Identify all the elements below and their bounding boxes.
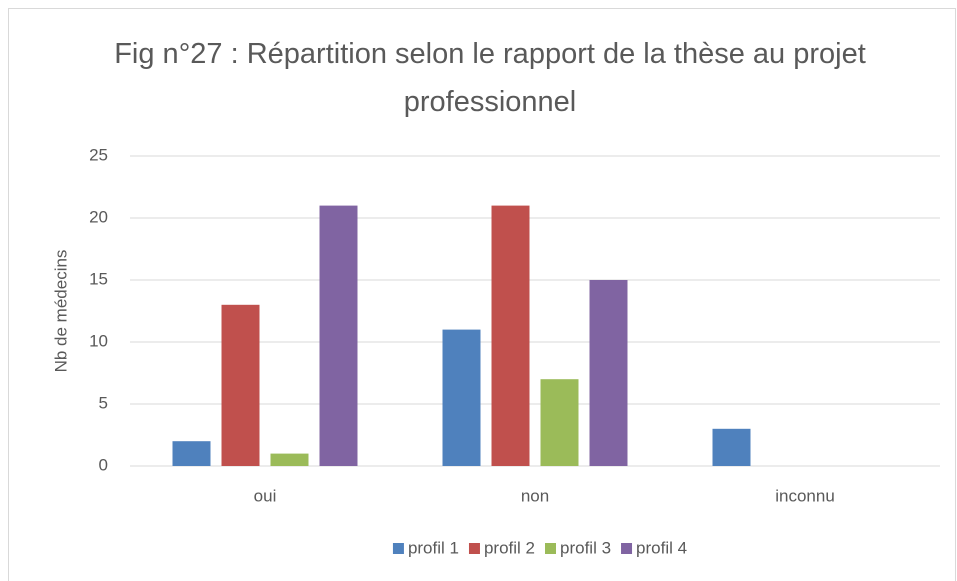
legend-swatch <box>392 543 404 554</box>
bar <box>172 441 211 466</box>
y-tick-label: 25 <box>89 145 108 164</box>
x-tick-label: inconnu <box>775 486 835 505</box>
bar <box>221 304 260 466</box>
legend-label: profil 3 <box>560 538 611 557</box>
bar <box>491 205 530 466</box>
legend-label: profil 1 <box>408 538 459 557</box>
x-tick-label: oui <box>254 486 277 505</box>
y-axis-label: Nb de médecins <box>51 250 70 373</box>
y-tick-label: 0 <box>99 455 108 474</box>
chart-border <box>8 8 956 581</box>
x-tick-label: non <box>521 486 549 505</box>
y-tick-label: 20 <box>89 207 108 226</box>
bar <box>712 428 751 466</box>
legend-label: profil 2 <box>484 538 535 557</box>
bar <box>589 280 628 466</box>
bar <box>319 205 358 466</box>
bar <box>540 379 579 466</box>
legend-swatch <box>468 543 480 554</box>
y-tick-label: 10 <box>89 331 108 350</box>
y-tick-label: 15 <box>89 269 108 288</box>
bar <box>270 453 309 466</box>
legend-label: profil 4 <box>636 538 687 557</box>
bar <box>442 329 481 466</box>
y-tick-label: 5 <box>99 393 108 412</box>
legend-swatch <box>545 543 556 554</box>
legend-swatch <box>621 543 633 554</box>
chart-title: Fig n°27 : Répartition selon le rapport … <box>114 38 866 118</box>
